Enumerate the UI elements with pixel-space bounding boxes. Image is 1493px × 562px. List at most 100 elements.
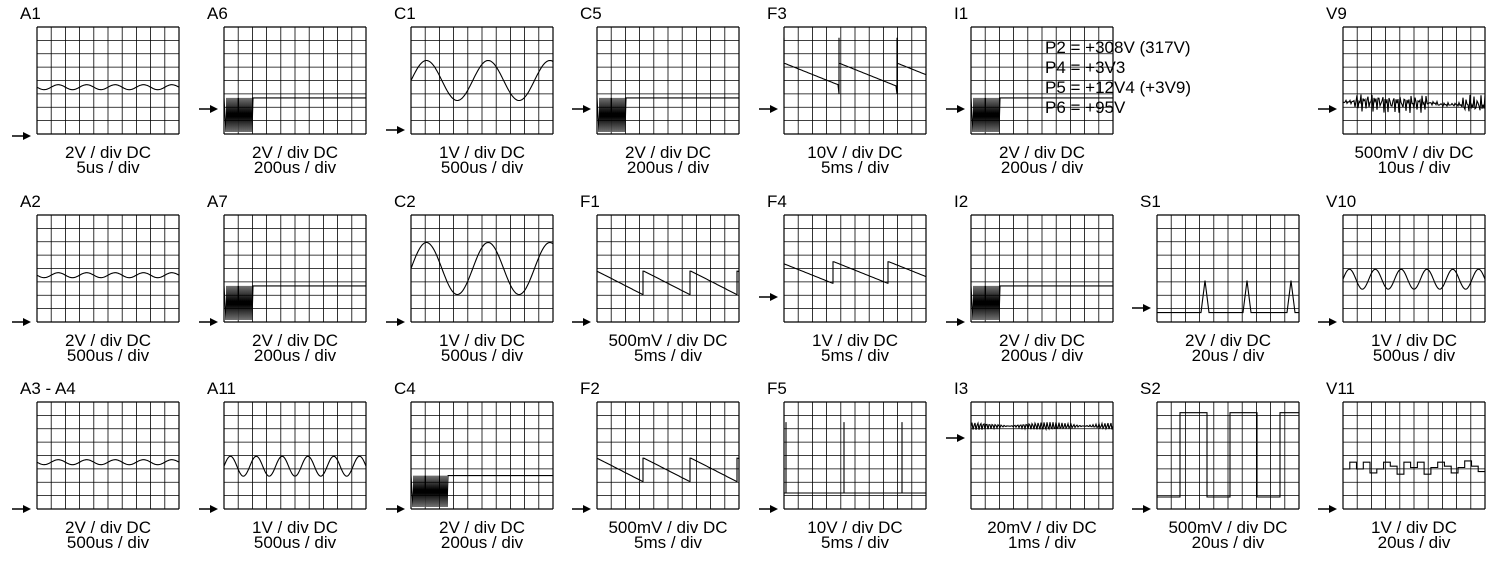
scope-screen (36, 401, 180, 510)
graticule (596, 214, 740, 323)
time-per-div: 10us / div (1377, 158, 1451, 177)
waveform-trace (596, 270, 740, 296)
volts-per-div: 2V / div DC (999, 143, 1085, 162)
waveform-trace (36, 459, 180, 466)
panel-label: F1 (580, 192, 600, 211)
volts-per-div: 1V / div DC (252, 518, 338, 537)
graticule (223, 401, 367, 510)
panel-label: A11 (207, 379, 236, 398)
scope-screen (410, 26, 554, 135)
ground-arrow-icon (199, 318, 218, 326)
scope-screen (970, 26, 1114, 135)
waveform-trace (970, 285, 1113, 321)
waveform-trace (36, 272, 180, 279)
waveform-trace (1157, 280, 1299, 314)
graticule (970, 401, 1114, 510)
panel-label: V11 (1326, 379, 1355, 398)
ground-arrow-icon (1132, 505, 1151, 513)
time-per-div: 5ms / div (820, 158, 890, 177)
volts-per-div: 500mV / div DC (1354, 143, 1474, 162)
scope-screen (596, 26, 740, 135)
ground-arrow-icon (1318, 105, 1337, 113)
time-per-div: 5us / div (76, 158, 140, 177)
waveform-trace (223, 97, 366, 133)
time-per-div: 5ms / div (633, 533, 703, 552)
ground-arrow-icon (1318, 505, 1337, 513)
scope-screen (970, 214, 1114, 323)
time-per-div: 200us / div (253, 346, 337, 365)
graticule (1156, 401, 1300, 510)
panel-label: C4 (394, 379, 416, 398)
waveform-trace (410, 475, 553, 508)
graticule (1342, 214, 1486, 323)
time-per-div: 5ms / div (820, 533, 890, 552)
ground-arrow-icon (572, 505, 591, 513)
scope-screen (1342, 401, 1486, 510)
supply-line: P2 = +308V (317V) (1045, 38, 1191, 57)
waveform-trace (784, 422, 926, 494)
graticule (783, 214, 927, 323)
supply-line: P5 = +12V4 (+3V9) (1045, 78, 1192, 97)
volts-per-div: 2V / div DC (252, 331, 338, 350)
time-per-div: 5ms / div (633, 346, 703, 365)
panel-label: I2 (954, 192, 969, 211)
graticule (783, 26, 927, 135)
scope-screen (783, 214, 927, 323)
panel-label: A6 (207, 4, 228, 23)
scope-screen (783, 401, 927, 510)
ground-arrow-icon (199, 505, 218, 513)
waveform-trace (223, 455, 367, 477)
volts-per-div: 500mV / div DC (608, 518, 728, 537)
panel-label: F5 (767, 379, 787, 398)
scope-screen (1342, 214, 1486, 323)
panel-label: A7 (207, 192, 228, 211)
time-per-div: 500us / div (66, 346, 150, 365)
scope-screen (223, 214, 367, 323)
panel-label: F3 (767, 4, 787, 23)
waveform-trace (970, 97, 1113, 133)
scope-screen (223, 26, 367, 135)
ground-arrow-icon (386, 505, 405, 513)
scope-screen (596, 401, 740, 510)
volts-per-div: 1V / div DC (439, 143, 525, 162)
graticule (1156, 214, 1300, 323)
graticule (223, 214, 367, 323)
volts-per-div: 1V / div DC (1371, 518, 1457, 537)
time-per-div: 500us / div (1372, 346, 1456, 365)
volts-per-div: 10V / div DC (807, 143, 903, 162)
ground-arrow-icon (12, 505, 31, 513)
volts-per-div: 1V / div DC (812, 331, 898, 350)
panel-label: V9 (1326, 4, 1347, 23)
scope-screen (1156, 401, 1300, 510)
graticule (410, 26, 554, 135)
volts-per-div: 2V / div DC (65, 143, 151, 162)
volts-per-div: 500mV / div DC (608, 331, 728, 350)
waveform-trace (1343, 460, 1485, 475)
graticule (410, 214, 554, 323)
time-per-div: 200us / div (1000, 346, 1084, 365)
panel-label: A1 (20, 4, 41, 23)
volts-per-div: 2V / div DC (65, 518, 151, 537)
volts-per-div: 500mV / div DC (1168, 518, 1288, 537)
scope-screen (970, 401, 1114, 510)
graticule (36, 26, 180, 135)
time-per-div: 500us / div (253, 533, 337, 552)
ground-arrow-icon (12, 318, 31, 326)
ground-arrow-icon (199, 105, 218, 113)
panel-label: S1 (1140, 192, 1161, 211)
waveform-trace (596, 457, 740, 483)
ground-arrow-icon (946, 434, 965, 442)
time-per-div: 1ms / div (1007, 533, 1077, 552)
panel-label: F2 (580, 379, 600, 398)
waveform-trace (970, 421, 1114, 432)
waveform-trace (410, 241, 554, 296)
volts-per-div: 2V / div DC (625, 143, 711, 162)
volts-per-div: 2V / div DC (252, 143, 338, 162)
ground-arrow-icon (386, 318, 405, 326)
graticule (36, 214, 180, 323)
ground-arrow-icon (12, 132, 31, 140)
panel-label: C2 (394, 192, 416, 211)
graticule (36, 401, 180, 510)
panel-label: I1 (954, 4, 969, 23)
waveform-trace (783, 37, 927, 94)
